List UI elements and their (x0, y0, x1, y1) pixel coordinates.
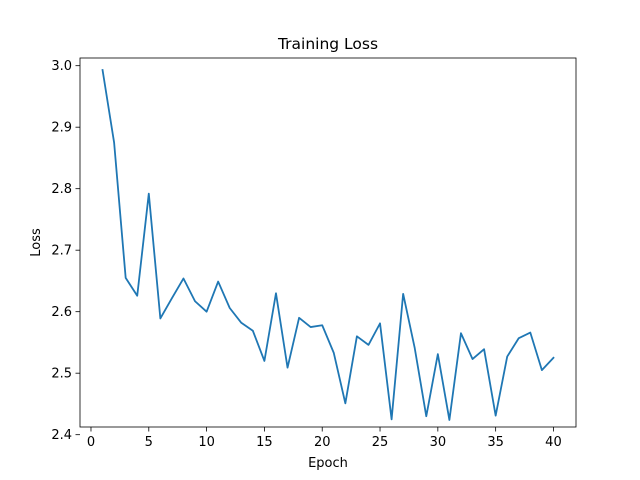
y-tick-label: 2.8 (51, 182, 72, 197)
y-tick-label: 2.7 (51, 244, 72, 259)
y-tick-label: 2.9 (51, 121, 72, 136)
x-tick-label: 30 (430, 435, 447, 450)
x-tick-label: 35 (487, 435, 504, 450)
x-tick-label: 20 (314, 435, 331, 450)
x-tick-label: 0 (87, 435, 95, 450)
x-axis-ticks: 0 5 10 15 20 25 30 35 40 (87, 427, 562, 450)
x-tick-label: 5 (145, 435, 153, 450)
x-tick-label: 15 (256, 435, 273, 450)
y-axis-ticks: 2.4 2.5 2.6 2.7 2.8 2.9 3.0 (51, 59, 80, 443)
chart-title: Training Loss (277, 35, 378, 53)
x-tick-label: 25 (372, 435, 389, 450)
y-axis-title: Loss (29, 228, 44, 257)
y-tick-label: 2.6 (51, 305, 72, 320)
plot-frame (79, 57, 577, 428)
y-tick-label: 3.0 (51, 59, 72, 74)
y-tick-label: 2.5 (51, 367, 72, 382)
training-loss-line (101, 68, 555, 421)
x-tick-label: 10 (198, 435, 215, 450)
x-tick-label: 40 (545, 435, 562, 450)
x-axis-title: Epoch (308, 456, 348, 471)
y-tick-label: 2.4 (51, 428, 72, 443)
